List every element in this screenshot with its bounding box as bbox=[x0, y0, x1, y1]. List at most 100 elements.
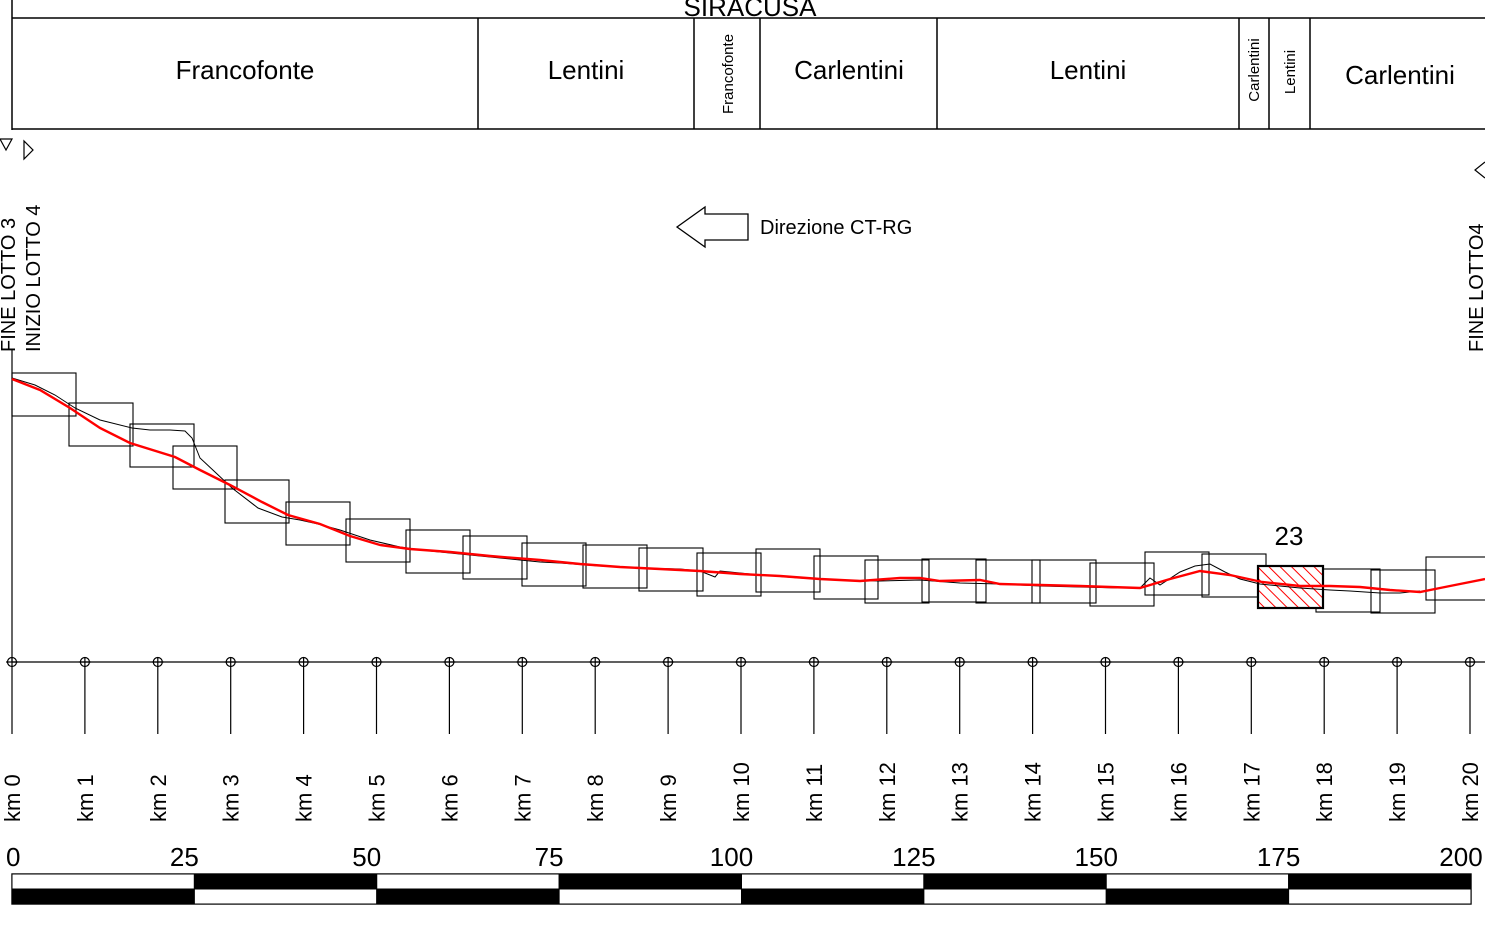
map-tile bbox=[1425, 556, 1485, 601]
km-marker: km 17 bbox=[1239, 656, 1264, 822]
km-label: km 16 bbox=[1166, 762, 1191, 822]
km-label: km 3 bbox=[219, 774, 244, 822]
km-marker: km 6 bbox=[437, 656, 462, 822]
km-label: km 13 bbox=[948, 762, 973, 822]
scale-bar-segment bbox=[193, 873, 378, 890]
map-tile bbox=[638, 547, 704, 592]
lot-arrow-icon bbox=[1474, 161, 1485, 179]
route-profile-line bbox=[11, 377, 1485, 594]
km-label: km 20 bbox=[1458, 762, 1483, 822]
km-marker: km 16 bbox=[1166, 656, 1191, 822]
scale-bar-label: 25 bbox=[170, 842, 199, 872]
map-tile bbox=[172, 445, 238, 490]
km-label: km 19 bbox=[1385, 762, 1410, 822]
highlighted-tile-label: 23 bbox=[1275, 521, 1304, 551]
direction-indicator: Direzione CT-RG bbox=[675, 205, 912, 249]
km-label: km 4 bbox=[292, 774, 317, 822]
km-marker: km 13 bbox=[948, 656, 973, 822]
scale-bar-segment bbox=[558, 888, 742, 905]
km-label: km 1 bbox=[73, 774, 98, 822]
km-marker: km 9 bbox=[656, 656, 681, 822]
scale-bar-segment bbox=[1288, 888, 1472, 905]
km-marker: km 0 bbox=[0, 656, 25, 822]
scale-bar-segment bbox=[741, 873, 925, 890]
municipality-label-vertical: Francofonte bbox=[720, 34, 737, 114]
scale-bar-segment bbox=[923, 873, 1107, 890]
km-marker: km 7 bbox=[510, 656, 535, 822]
map-tile bbox=[582, 544, 648, 589]
province-label: SIRACUSA bbox=[684, 0, 818, 22]
map-tile bbox=[405, 529, 471, 574]
km-label: km 6 bbox=[437, 774, 462, 822]
map-tile bbox=[11, 372, 77, 417]
scale-bar-segment bbox=[1105, 873, 1290, 890]
scale-bar-segment bbox=[558, 873, 742, 890]
lot-markers: FINE LOTTO 3 INIZIO LOTTO 4 FINE LOTTO4 bbox=[0, 138, 1485, 352]
fine-lotto-3-label: FINE LOTTO 3 bbox=[0, 218, 20, 352]
map-tile bbox=[462, 535, 528, 580]
km-label: km 17 bbox=[1239, 762, 1264, 822]
km-label: km 14 bbox=[1021, 762, 1046, 822]
scale-bar-label: 100 bbox=[710, 842, 753, 872]
km-marker: km 2 bbox=[146, 656, 171, 822]
lot-triangle-icon bbox=[0, 138, 14, 152]
scale-bar-segment bbox=[741, 888, 925, 905]
inizio-lotto-4-label: INIZIO LOTTO 4 bbox=[23, 205, 45, 352]
map-tile bbox=[755, 548, 821, 593]
km-label: km 11 bbox=[802, 764, 827, 822]
map-tile bbox=[1089, 562, 1155, 607]
scale-bar-segment bbox=[11, 888, 195, 905]
km-marker: km 11 bbox=[802, 656, 827, 822]
km-marker: km 20 bbox=[1458, 656, 1483, 822]
km-marker: km 14 bbox=[1021, 656, 1046, 822]
km-markers: km 0 km 1 km 2 km 3 km 4 km 5 km 6 km 7 km 8 km 9… bbox=[0, 656, 1483, 822]
municipality-label: Francofonte bbox=[176, 55, 315, 85]
left-arrow-icon bbox=[675, 205, 749, 249]
map-tile bbox=[345, 518, 411, 563]
km-marker: km 1 bbox=[73, 656, 98, 822]
municipality-label: Carlentini bbox=[794, 55, 904, 85]
scale-bar-segment bbox=[11, 873, 195, 890]
scale-bar-label: 125 bbox=[892, 842, 935, 872]
map-tiles bbox=[11, 372, 1485, 614]
scale-bar-segment bbox=[193, 888, 378, 905]
scale-bar: 0 25 50 75 100 125 150 175 200 bbox=[6, 842, 1483, 905]
scale-bar-segment bbox=[1288, 873, 1472, 890]
km-label: km 10 bbox=[729, 762, 754, 822]
scale-bar-label: 200 bbox=[1439, 842, 1482, 872]
km-marker: km 4 bbox=[292, 656, 317, 822]
km-marker: km 19 bbox=[1385, 656, 1410, 822]
municipality-label: Carlentini bbox=[1345, 60, 1455, 90]
direction-label: Direzione CT-RG bbox=[760, 217, 912, 239]
map-tile bbox=[975, 559, 1041, 604]
scale-bar-label: 0 bbox=[6, 842, 20, 872]
map-tile bbox=[813, 555, 879, 600]
scale-bar-segment bbox=[376, 873, 560, 890]
km-marker: km 5 bbox=[365, 656, 390, 822]
km-label: km 8 bbox=[583, 774, 608, 822]
municipality-label: Lentini bbox=[1050, 55, 1127, 85]
km-marker: km 3 bbox=[219, 656, 244, 822]
scale-bar-segment bbox=[1105, 888, 1290, 905]
highlighted-tile: 23 bbox=[1256, 521, 1325, 610]
scale-bar-label: 50 bbox=[352, 842, 381, 872]
km-marker: km 12 bbox=[875, 656, 900, 822]
map-tile bbox=[1370, 569, 1436, 614]
km-label: km 0 bbox=[0, 774, 25, 822]
km-label: km 5 bbox=[365, 774, 390, 822]
municipality-label: Lentini bbox=[548, 55, 625, 85]
km-label: km 12 bbox=[875, 762, 900, 822]
municipality-label-vertical: Lentini bbox=[1282, 50, 1299, 94]
municipality-label-vertical: Carlentini bbox=[1246, 38, 1263, 101]
lot-triangle-icon bbox=[23, 139, 34, 161]
km-marker: km 8 bbox=[583, 656, 608, 822]
km-label: km 15 bbox=[1094, 762, 1119, 822]
fine-lotto-4-label: FINE LOTTO4 bbox=[1466, 223, 1485, 352]
scale-bar-label: 150 bbox=[1075, 842, 1118, 872]
map-tile bbox=[1031, 559, 1097, 604]
map-tile bbox=[285, 501, 351, 546]
km-label: km 7 bbox=[510, 774, 535, 822]
municipality-band: Francofonte Lentini Francofonte Carlenti… bbox=[176, 18, 1455, 129]
km-label: km 2 bbox=[146, 774, 171, 822]
